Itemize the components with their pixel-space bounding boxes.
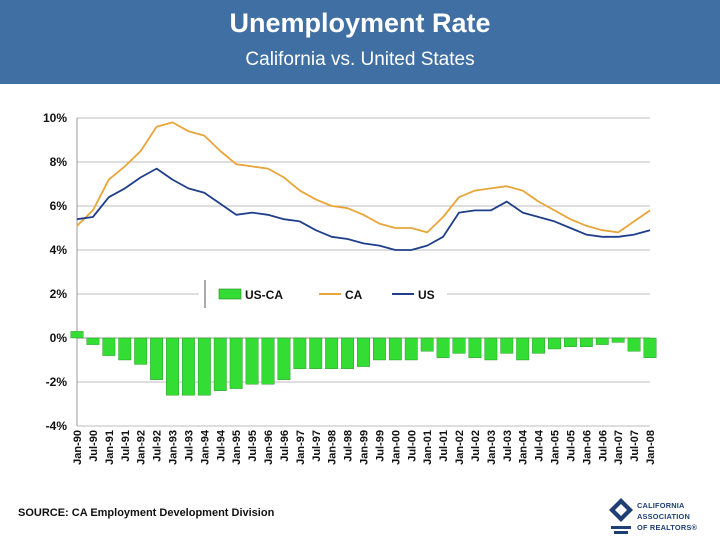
gap-bar	[229, 337, 243, 389]
x-tick-label: Jan-04	[518, 429, 530, 465]
gap-bar	[373, 337, 386, 361]
x-tick-label: Jan-05	[550, 430, 562, 465]
x-tick-label: Jan-06	[581, 430, 593, 465]
gap-bar	[627, 337, 641, 352]
x-tick-label: Jan-94	[199, 429, 211, 465]
x-tick-label: Jul-04	[534, 429, 546, 462]
page-subtitle: California vs. United States	[245, 49, 475, 70]
x-tick-label: Jan-91	[104, 430, 116, 465]
x-tick-label: Jul-01	[438, 430, 450, 462]
x-tick-label: Jan-08	[645, 430, 657, 465]
gap-bar	[564, 337, 577, 348]
gap-bar	[516, 337, 530, 361]
gap-bar	[532, 337, 545, 354]
us-series-line	[76, 167, 651, 251]
x-tick-label: Jul-93	[183, 430, 195, 462]
x-tick-label: Jan-01	[422, 430, 434, 465]
ca-series-line	[76, 121, 651, 234]
gap-bar	[420, 337, 434, 352]
x-tick-label: Jul-95	[247, 430, 259, 462]
gap-bar	[548, 337, 561, 350]
logo-line-1: CALIFORNIA	[637, 501, 685, 510]
gap-bar	[500, 337, 514, 354]
x-tick-label: Jul-91	[120, 430, 132, 462]
legend-label-gap: US-CA	[245, 288, 283, 302]
logo-line-3: OF REALTORS®	[637, 523, 698, 532]
x-tick-label: Jan-97	[295, 430, 307, 465]
x-tick-label: Jul-92	[152, 430, 164, 462]
gap-bar	[643, 337, 657, 358]
x-tick-label: Jul-03	[502, 430, 514, 462]
x-tick-label: Jan-92	[136, 430, 148, 465]
y-tick-label: -2%	[46, 375, 68, 389]
x-tick-label: Jul-90	[88, 430, 100, 462]
gap-bar	[134, 337, 148, 365]
gap-bar	[118, 337, 132, 361]
gap-bar	[452, 337, 466, 354]
y-tick-label: -4%	[46, 419, 68, 433]
y-tick-label: 10%	[43, 111, 67, 125]
gap-bar	[468, 337, 482, 358]
gap-bar	[150, 337, 163, 380]
x-tick-label: Jan-95	[231, 430, 243, 465]
gap-bar	[595, 337, 609, 345]
x-tick-label: Jul-99	[374, 430, 386, 462]
gap-bar	[261, 337, 275, 385]
x-tick-label: Jul-06	[597, 430, 609, 462]
car-logo: CALIFORNIA ASSOCIATION OF REALTORS®	[607, 494, 717, 538]
gap-bar	[182, 337, 195, 396]
y-tick-label: 4%	[50, 243, 68, 257]
gap-bar	[213, 337, 227, 391]
x-tick-label: Jul-02	[470, 430, 482, 462]
gap-bar	[388, 337, 402, 361]
y-tick-label: 8%	[50, 155, 68, 169]
gap-bar	[436, 337, 450, 358]
y-tick-label: 6%	[50, 199, 68, 213]
x-tick-label: Jul-96	[279, 430, 291, 462]
gap-bar	[245, 337, 259, 385]
x-tick-label: Jul-97	[311, 430, 323, 462]
x-tick-label: Jul-94	[215, 429, 227, 462]
x-tick-label: Jul-98	[343, 430, 355, 462]
x-tick-label: Jan-99	[359, 430, 371, 465]
gap-bar	[70, 331, 84, 339]
x-tick-label: Jan-03	[486, 430, 498, 465]
gap-bar	[484, 337, 498, 361]
unemployment-chart: 10% 8% 6% 4% 2% 0% -2% -4% Jan-90 Jul-90 Jan-91 Jul…	[43, 111, 657, 465]
gap-bar	[325, 337, 339, 369]
x-tick-label: Jan-00	[390, 430, 402, 465]
gap-bar	[166, 337, 179, 396]
gap-bar	[197, 337, 211, 396]
gap-bar	[404, 337, 418, 361]
gap-bar	[293, 337, 307, 369]
x-tick-label: Jan-98	[327, 430, 339, 465]
x-tick-label: Jan-93	[168, 430, 180, 465]
page-title: Unemployment Rate	[229, 8, 491, 38]
x-tick-label: Jul-05	[565, 430, 577, 462]
logo-line-2: ASSOCIATION	[637, 512, 690, 521]
gap-bar	[102, 337, 116, 356]
x-tick-label: Jan-90	[72, 430, 84, 465]
x-tick-label: Jan-96	[263, 430, 275, 465]
x-tick-label: Jul-07	[629, 430, 641, 462]
x-tick-label: Jan-02	[454, 430, 466, 465]
source-note: SOURCE: CA Employment Development Divisi…	[18, 507, 275, 519]
gap-bar	[579, 337, 593, 348]
legend-swatch-gap	[218, 288, 242, 300]
y-tick-label: 2%	[50, 287, 68, 301]
gap-bar	[357, 337, 370, 367]
legend-label-ca: CA	[345, 288, 363, 302]
legend-label-us: US	[418, 288, 435, 302]
gap-bar	[611, 337, 625, 343]
header-banner: Unemployment Rate California vs. United …	[0, 0, 720, 84]
gap-bar	[309, 337, 323, 369]
x-tick-label: Jul-00	[406, 430, 418, 462]
x-tick-label: Jan-07	[613, 430, 625, 465]
gap-bar	[86, 337, 100, 345]
gap-bar	[341, 337, 354, 369]
y-tick-label: 0%	[50, 331, 68, 345]
logo-mark-icon	[609, 498, 633, 534]
gap-bar	[277, 337, 291, 380]
